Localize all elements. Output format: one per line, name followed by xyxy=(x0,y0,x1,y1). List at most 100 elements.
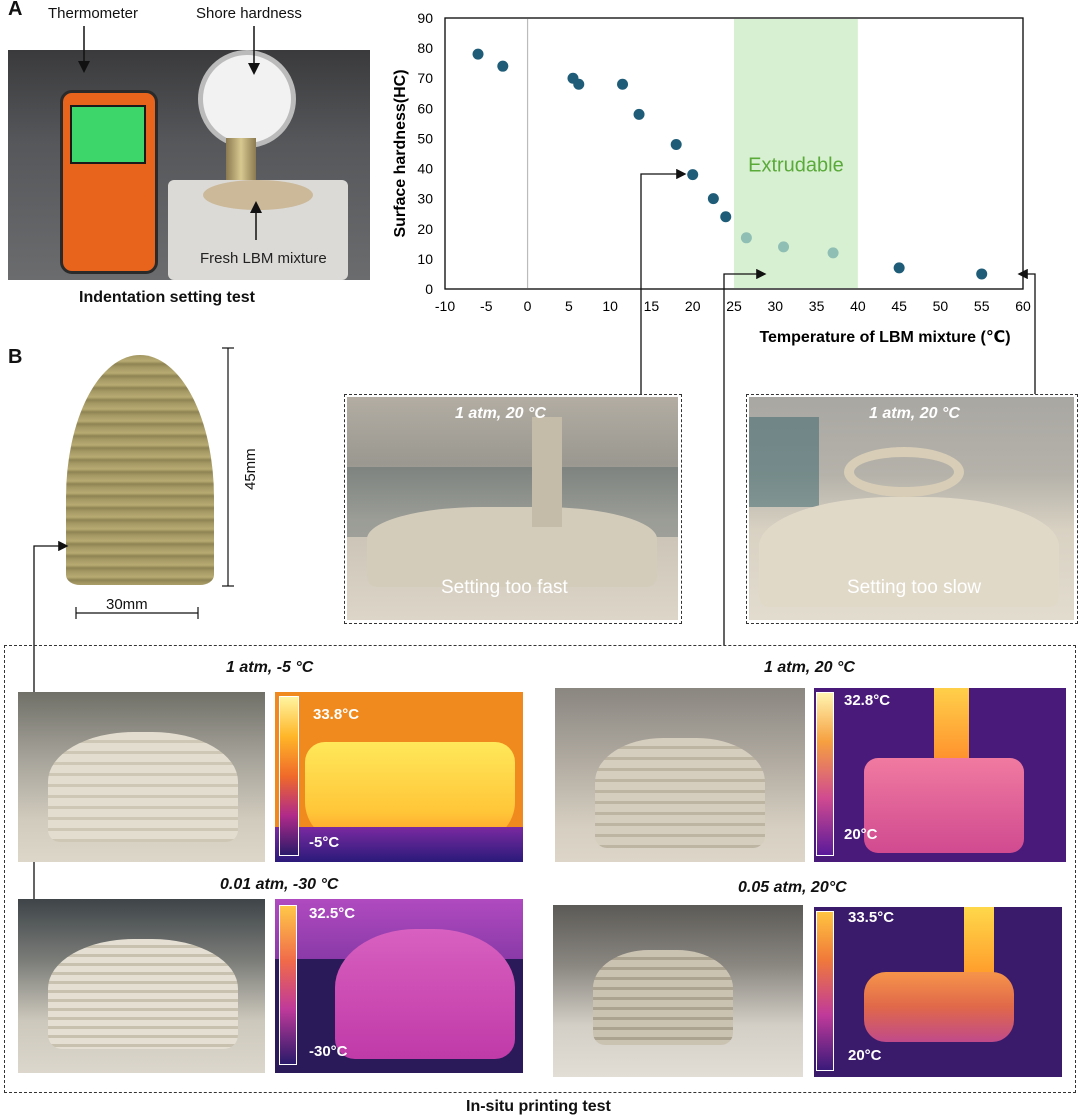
indentation-photo: Fresh LBM mixture xyxy=(8,50,370,280)
test4-print xyxy=(593,950,733,1045)
test2-tmax: 32.8°C xyxy=(844,692,891,709)
test2-condition: 1 atm, 20 °C xyxy=(764,659,855,676)
test3-colorbar xyxy=(279,905,297,1065)
test2-photo xyxy=(555,688,805,862)
test4-condition: 0.05 atm, 20°C xyxy=(738,879,847,896)
test1-colorbar xyxy=(279,696,299,856)
test4-body xyxy=(864,972,1014,1042)
test3-thermal: 32.5°C -30°C xyxy=(275,899,523,1073)
mixture-label: Fresh LBM mixture xyxy=(200,250,327,267)
y-tick-label: 20 xyxy=(417,221,433,237)
y-tick-label: 90 xyxy=(417,10,433,26)
data-point xyxy=(617,78,629,90)
test2-colorbar xyxy=(816,692,834,856)
test1-cold-base xyxy=(275,827,523,862)
height-label: 45mm xyxy=(242,448,259,490)
x-tick-label: 60 xyxy=(1015,298,1031,314)
test4-thermal: 33.5°C 20°C xyxy=(814,907,1062,1077)
data-point xyxy=(778,241,790,253)
extrudable-region xyxy=(734,19,858,288)
dimension-lines xyxy=(75,347,234,619)
y-tick-label: 70 xyxy=(417,70,433,86)
y-tick-label: 30 xyxy=(417,191,433,207)
data-point xyxy=(740,232,752,244)
test1-photo xyxy=(18,692,265,862)
test4-tmax: 33.5°C xyxy=(848,909,895,926)
y-axis-label: Surface hardness(HC) xyxy=(392,69,409,237)
test3-print xyxy=(48,939,238,1049)
coil-bg-2 xyxy=(749,417,819,507)
x-tick-label: 25 xyxy=(726,298,742,314)
y-tick-label: 60 xyxy=(417,100,433,116)
thermometer-screen xyxy=(70,105,146,164)
y-tick-label: 0 xyxy=(425,281,433,297)
y-tick-label: 40 xyxy=(417,161,433,177)
data-point xyxy=(707,193,719,205)
panel-a-arrows xyxy=(78,26,262,240)
test3-tmax: 32.5°C xyxy=(309,905,356,922)
nozzle xyxy=(532,417,562,527)
test3-tmin: -30°C xyxy=(309,1043,348,1060)
test2-thermal: 32.8°C 20°C xyxy=(814,688,1066,862)
y-tick-label: 10 xyxy=(417,251,433,267)
test4-nozzle xyxy=(964,907,994,977)
thermometer-label: Thermometer xyxy=(48,5,139,22)
x-tick-label: 45 xyxy=(891,298,907,314)
x-tick-label: 0 xyxy=(524,298,532,314)
test2-print xyxy=(595,738,765,848)
test1-tmax: 33.8°C xyxy=(313,706,360,723)
shore-hardness-label: Shore hardness xyxy=(196,5,302,22)
printed-vase xyxy=(66,355,214,585)
data-point xyxy=(472,48,484,60)
x-tick-label: -10 xyxy=(435,298,455,314)
x-tick-label: 10 xyxy=(602,298,618,314)
x-tick-label: 30 xyxy=(767,298,783,314)
test4-colorbar xyxy=(816,911,834,1071)
test2-body xyxy=(864,758,1024,853)
test1-tmin: -5°C xyxy=(309,834,340,851)
data-point xyxy=(976,268,988,280)
x-tick-label: 50 xyxy=(933,298,949,314)
inset-slow-condition: 1 atm, 20 °C xyxy=(869,405,960,422)
test3-condition: 0.01 atm, -30 °C xyxy=(220,876,339,893)
test3-photo xyxy=(18,899,265,1073)
width-label: 30mm xyxy=(106,596,148,613)
x-tick-label: 55 xyxy=(974,298,990,314)
x-tick-label: 40 xyxy=(850,298,866,314)
data-point xyxy=(827,247,839,259)
inset-fast-text: Setting too fast xyxy=(441,577,568,598)
test1-thermal: 33.8°C -5°C xyxy=(275,692,523,862)
inset-slow-photo xyxy=(749,397,1074,620)
test1-print xyxy=(48,732,238,842)
x-tick-label: 5 xyxy=(565,298,573,314)
inset-slow: 1 atm, 20 °C Setting too slow xyxy=(746,394,1078,624)
inset-fast-photo xyxy=(347,397,678,620)
data-point xyxy=(497,60,509,72)
inset-fast-condition: 1 atm, 20 °C xyxy=(455,405,546,422)
data-point xyxy=(633,108,645,120)
x-tick-label: 20 xyxy=(685,298,701,314)
test4-photo xyxy=(553,905,803,1077)
test1-hot-body xyxy=(305,742,515,842)
slow-coil xyxy=(844,447,964,497)
test1-condition: 1 atm, -5 °C xyxy=(226,659,314,676)
data-point xyxy=(573,78,585,90)
test2-nozzle xyxy=(934,688,969,768)
insitu-box xyxy=(4,645,1076,1093)
y-tick-label: 50 xyxy=(417,130,433,146)
data-point xyxy=(893,262,905,274)
shore-gauge xyxy=(198,50,296,148)
test2-tmin: 20°C xyxy=(844,826,878,843)
panel-a-letter: A xyxy=(8,0,23,20)
test3-body xyxy=(335,929,515,1059)
x-tick-label: 35 xyxy=(809,298,825,314)
data-point xyxy=(670,138,682,150)
inset-fast: 1 atm, 20 °C Setting too fast xyxy=(344,394,682,624)
panel-b-letter: B xyxy=(8,346,23,368)
test4-tmin: 20°C xyxy=(848,1047,882,1064)
slow-mound xyxy=(759,497,1059,607)
y-tick-label: 80 xyxy=(417,40,433,56)
x-axis-label: Temperature of LBM mixture (℃) xyxy=(759,329,1010,346)
panel-b-caption: In-situ printing test xyxy=(466,1098,611,1115)
fast-mound xyxy=(367,507,657,587)
